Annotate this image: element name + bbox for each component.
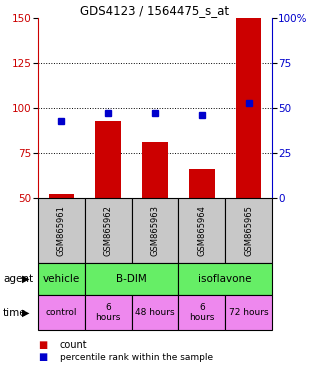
Text: GSM865964: GSM865964 [197, 205, 206, 256]
Text: ■: ■ [38, 340, 47, 350]
Text: agent: agent [3, 274, 33, 284]
Bar [95, 121, 121, 198]
Text: count: count [60, 340, 87, 350]
Text: vehicle: vehicle [43, 274, 80, 284]
Text: GSM865962: GSM865962 [104, 205, 113, 256]
Bar [178, 198, 225, 263]
Bar [225, 295, 272, 330]
Text: isoflavone: isoflavone [198, 274, 252, 284]
Text: ▶: ▶ [22, 308, 29, 318]
Bar [189, 169, 215, 198]
Text: GSM865965: GSM865965 [244, 205, 253, 256]
Text: ■: ■ [38, 352, 47, 362]
Bar [85, 295, 132, 330]
Text: B-DIM: B-DIM [116, 274, 147, 284]
Text: GSM865963: GSM865963 [150, 205, 160, 256]
Text: percentile rank within the sample: percentile rank within the sample [60, 353, 213, 361]
Bar [38, 295, 85, 330]
Bar [142, 142, 168, 198]
Text: control: control [46, 308, 77, 317]
Text: GSM865961: GSM865961 [57, 205, 66, 256]
Bar [225, 198, 272, 263]
Text: time: time [3, 308, 27, 318]
Bar [132, 295, 178, 330]
Bar [85, 198, 132, 263]
Bar [178, 295, 225, 330]
Text: 48 hours: 48 hours [135, 308, 175, 317]
Bar [38, 198, 85, 263]
Text: 6
hours: 6 hours [189, 303, 215, 322]
Text: 6
hours: 6 hours [95, 303, 121, 322]
Bar [38, 263, 85, 295]
Text: 72 hours: 72 hours [229, 308, 268, 317]
Text: GDS4123 / 1564475_s_at: GDS4123 / 1564475_s_at [80, 4, 230, 17]
Bar [178, 263, 272, 295]
Bar [236, 18, 261, 198]
Text: ▶: ▶ [22, 274, 29, 284]
Bar [132, 198, 178, 263]
Bar [49, 194, 74, 198]
Bar [85, 263, 178, 295]
